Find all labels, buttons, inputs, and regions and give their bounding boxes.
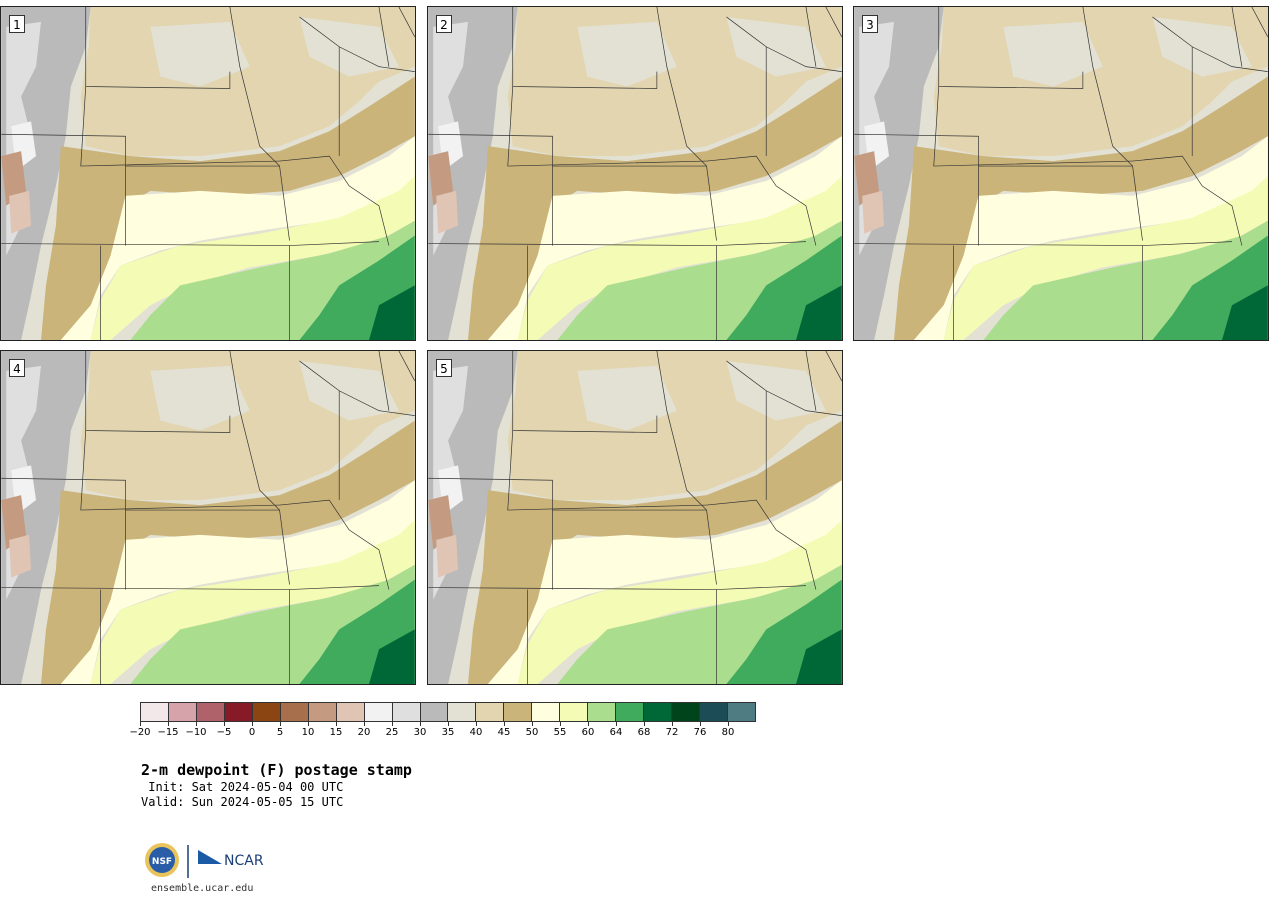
figure-title: 2-m dewpoint (F) postage stamp [141,761,412,779]
dewpoint-map-1 [1,7,415,340]
colorbar [140,702,756,722]
colorbar-swatch-8 [364,703,393,721]
colorbar-swatch-11 [448,703,477,721]
colorbar-tick [700,722,701,726]
colorbar-tick-label: 55 [553,727,567,738]
colorbar-tick [532,722,533,726]
colorbar-swatch-21 [728,703,755,721]
logos: NSF NCAR [145,843,264,878]
colorbar-swatch-15 [560,703,589,721]
member-label-1: 1 [9,15,25,33]
colorbar-tick-label: −15 [157,727,179,738]
colorbar-tick-label: 64 [609,727,623,738]
colorbar-tick [728,722,729,726]
colorbar-tick-label: 20 [357,727,371,738]
colorbar-swatch-0 [141,703,169,721]
colorbar-tick-label: −5 [216,727,232,738]
colorbar-tick [308,722,309,726]
colorbar-tick-label: 72 [665,727,679,738]
member-label-5: 5 [436,359,452,377]
website-url: ensemble.ucar.edu [151,883,254,894]
dewpoint-map-4 [1,351,415,684]
colorbar-tick [616,722,617,726]
colorbar-ticks: −20 −15 −10 −5 0 5 10 15 20 25 30 35 40 45 50 55 60 64 68 7… [129,722,756,742]
colorbar-swatch-18 [644,703,673,721]
ncar-logo-text: NCAR [224,853,264,869]
member-label-4: 4 [9,359,25,377]
colorbar-tick-label: 0 [248,727,256,738]
colorbar-tick-label: 5 [276,727,284,738]
colorbar-swatch-13 [504,703,533,721]
colorbar-swatch-14 [532,703,561,721]
member-panel-5: 5 [427,350,843,685]
member-panel-4: 4 [0,350,416,685]
colorbar-swatch-2 [196,703,225,721]
colorbar-tick-label: 25 [385,727,399,738]
colorbar-tick [476,722,477,726]
member-panel-1: 1 [0,6,416,341]
colorbar-tick-label: 35 [441,727,455,738]
dewpoint-map-5 [428,351,842,684]
colorbar-swatch-9 [392,703,421,721]
colorbar-tick [224,722,225,726]
member-panel-2: 2 [427,6,843,341]
valid-time: Valid: Sun 2024-05-05 15 UTC [141,795,344,809]
colorbar-swatch-6 [308,703,337,721]
colorbar-tick [672,722,673,726]
colorbar-tick-label: −20 [129,727,151,738]
colorbar-tick-label: 30 [413,727,427,738]
colorbar-tick-label: 68 [637,727,651,738]
colorbar-tick-label: 10 [301,727,315,738]
colorbar-swatch-16 [588,703,617,721]
nsf-logo-icon: NSF [145,843,179,877]
colorbar-swatch-5 [280,703,309,721]
member-label-3: 3 [862,15,878,33]
colorbar-tick [252,722,253,726]
colorbar-tick-label: 76 [693,727,707,738]
colorbar-swatch-10 [420,703,449,721]
colorbar-tick-label: 60 [581,727,595,738]
member-panel-3: 3 [853,6,1269,341]
colorbar-tick [140,722,141,726]
colorbar-tick [196,722,197,726]
colorbar-tick-label: 15 [329,727,343,738]
colorbar-swatch-4 [252,703,281,721]
colorbar-tick [364,722,365,726]
colorbar-tick-label: −10 [185,727,207,738]
colorbar-swatch-19 [672,703,701,721]
colorbar-swatch-1 [168,703,197,721]
colorbar-tick [168,722,169,726]
colorbar-tick [588,722,589,726]
colorbar-tick-label: 80 [721,727,735,738]
colorbar-swatch-3 [224,703,253,721]
ncar-logo-icon: NCAR [198,850,264,869]
dewpoint-map-2 [428,7,842,340]
colorbar-tick-label: 50 [525,727,539,738]
colorbar-tick [448,722,449,726]
colorbar-tick-label: 45 [497,727,511,738]
colorbar-swatch-20 [700,703,729,721]
colorbar-tick [560,722,561,726]
colorbar-tick [392,722,393,726]
colorbar-tick [336,722,337,726]
dewpoint-map-3 [854,7,1268,340]
colorbar-tick [644,722,645,726]
init-time: Init: Sat 2024-05-04 00 UTC [141,780,344,794]
colorbar-tick-label: 40 [469,727,483,738]
colorbar-tick [280,722,281,726]
colorbar-swatch-17 [616,703,645,721]
nsf-logo-text: NSF [152,857,172,867]
colorbar-swatch-12 [476,703,505,721]
colorbar-swatch-7 [336,703,365,721]
member-label-2: 2 [436,15,452,33]
colorbar-tick [420,722,421,726]
colorbar-tick [504,722,505,726]
